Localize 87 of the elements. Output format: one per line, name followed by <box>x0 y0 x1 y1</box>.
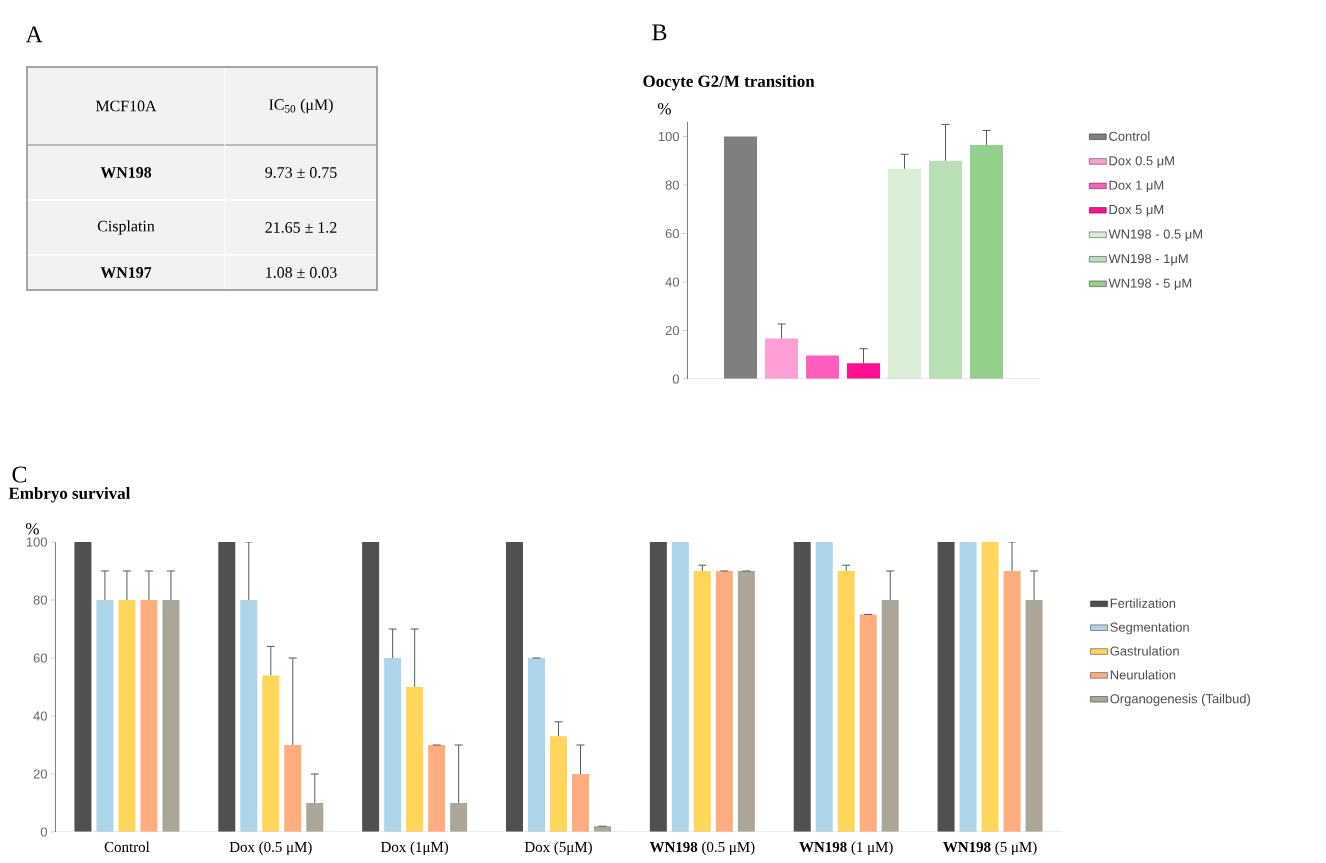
bar <box>970 145 1004 379</box>
bar <box>837 571 855 832</box>
text: IC$_{50}$ (μM) <box>269 98 333 114</box>
y-tick-label: 80 <box>665 180 679 190</box>
bar <box>240 600 258 832</box>
text: Cisplatin <box>97 220 155 235</box>
bar <box>218 542 236 832</box>
text: A <box>25 26 43 43</box>
text: 1.08 ± 0.03 <box>266 267 337 278</box>
y-tick-label: 40 <box>665 277 679 287</box>
bar <box>765 338 799 379</box>
bar <box>815 542 833 832</box>
legend-label: Organogenesis (Tailbud) <box>1110 693 1251 706</box>
bar <box>406 687 424 832</box>
x-tick-label: Dox (1μM) <box>380 841 449 856</box>
bar <box>888 168 922 379</box>
bar <box>306 803 324 832</box>
legend-label: WN198 - 0.5 μM <box>1108 229 1202 242</box>
y-tick-label: 100 <box>658 131 679 142</box>
legend-label: Fertilization <box>1110 598 1176 608</box>
y-tick-label: 60 <box>665 228 679 239</box>
bar <box>528 658 545 832</box>
bar <box>806 355 840 379</box>
bar <box>793 542 811 832</box>
bar <box>649 542 667 832</box>
legend-label: Segmentation <box>1110 622 1189 635</box>
bar <box>737 571 755 832</box>
y-tick-label: 0 <box>672 374 679 384</box>
bar <box>384 658 402 832</box>
y-tick-label: 20 <box>665 325 679 336</box>
chart-title: Embryo survival <box>8 487 131 503</box>
bar <box>118 600 136 832</box>
text: MCF10A <box>95 100 157 112</box>
x-tick-label: WN198 (5 μM) <box>943 841 1037 856</box>
legend-label: Control <box>1109 131 1150 141</box>
legend-label: Dox 5 μM <box>1109 205 1164 217</box>
legend-label: Dox 1 μM <box>1109 180 1164 193</box>
x-tick-label: Dox (0.5 μM) <box>229 841 312 856</box>
x-tick-label: WN198 (1 μM) <box>799 841 893 856</box>
bar <box>162 600 180 832</box>
y-tick-label: 0 <box>40 827 47 837</box>
y-axis-title: % <box>25 522 39 535</box>
x-tick-label: Control <box>104 841 150 853</box>
text: WN198 <box>100 167 152 178</box>
bar <box>140 600 158 832</box>
legend-label: Dox 0.5 μM <box>1109 156 1174 168</box>
bar <box>859 614 877 832</box>
bar <box>959 542 977 832</box>
bar <box>284 745 302 832</box>
y-tick-label: 100 <box>26 537 47 547</box>
bar <box>1003 571 1021 832</box>
bar <box>96 600 114 832</box>
bar <box>847 363 881 379</box>
bar <box>262 675 280 832</box>
text: C <box>12 466 27 483</box>
bar <box>937 542 955 832</box>
legend-label: Gastrulation <box>1110 646 1179 656</box>
chart-title: Oocyte G2/M transition <box>643 75 815 91</box>
bar <box>506 542 523 832</box>
text: 9.73 ± 0.75 <box>265 167 337 178</box>
x-tick-label: WN198 (0.5 μM) <box>649 841 755 856</box>
bar <box>715 571 733 832</box>
bar <box>881 600 899 832</box>
bar <box>1025 600 1043 832</box>
y-tick-label: 20 <box>33 769 47 779</box>
bar <box>929 160 963 379</box>
y-tick-label: 60 <box>33 653 47 663</box>
legend-label: WN198 - 1μM <box>1108 254 1188 266</box>
y-axis-title: % <box>657 102 671 115</box>
bar <box>671 542 689 832</box>
bar <box>724 136 758 379</box>
bar <box>450 803 468 832</box>
x-tick-label: Dox (5μM) <box>524 841 592 856</box>
text: WN197 <box>100 267 152 278</box>
bar <box>550 736 567 832</box>
bar <box>572 774 589 832</box>
bar <box>693 571 711 832</box>
bar <box>74 542 92 832</box>
text: 21.65 ± 1.2 <box>265 222 337 233</box>
y-tick-label: 80 <box>33 595 47 605</box>
bar <box>428 745 446 832</box>
y-tick-label: 40 <box>33 711 47 721</box>
legend-label: WN198 - 5 μM <box>1108 278 1192 291</box>
legend-label: Neurulation <box>1110 669 1176 680</box>
bar <box>981 542 999 832</box>
text: B <box>652 24 667 41</box>
bar <box>362 542 380 832</box>
